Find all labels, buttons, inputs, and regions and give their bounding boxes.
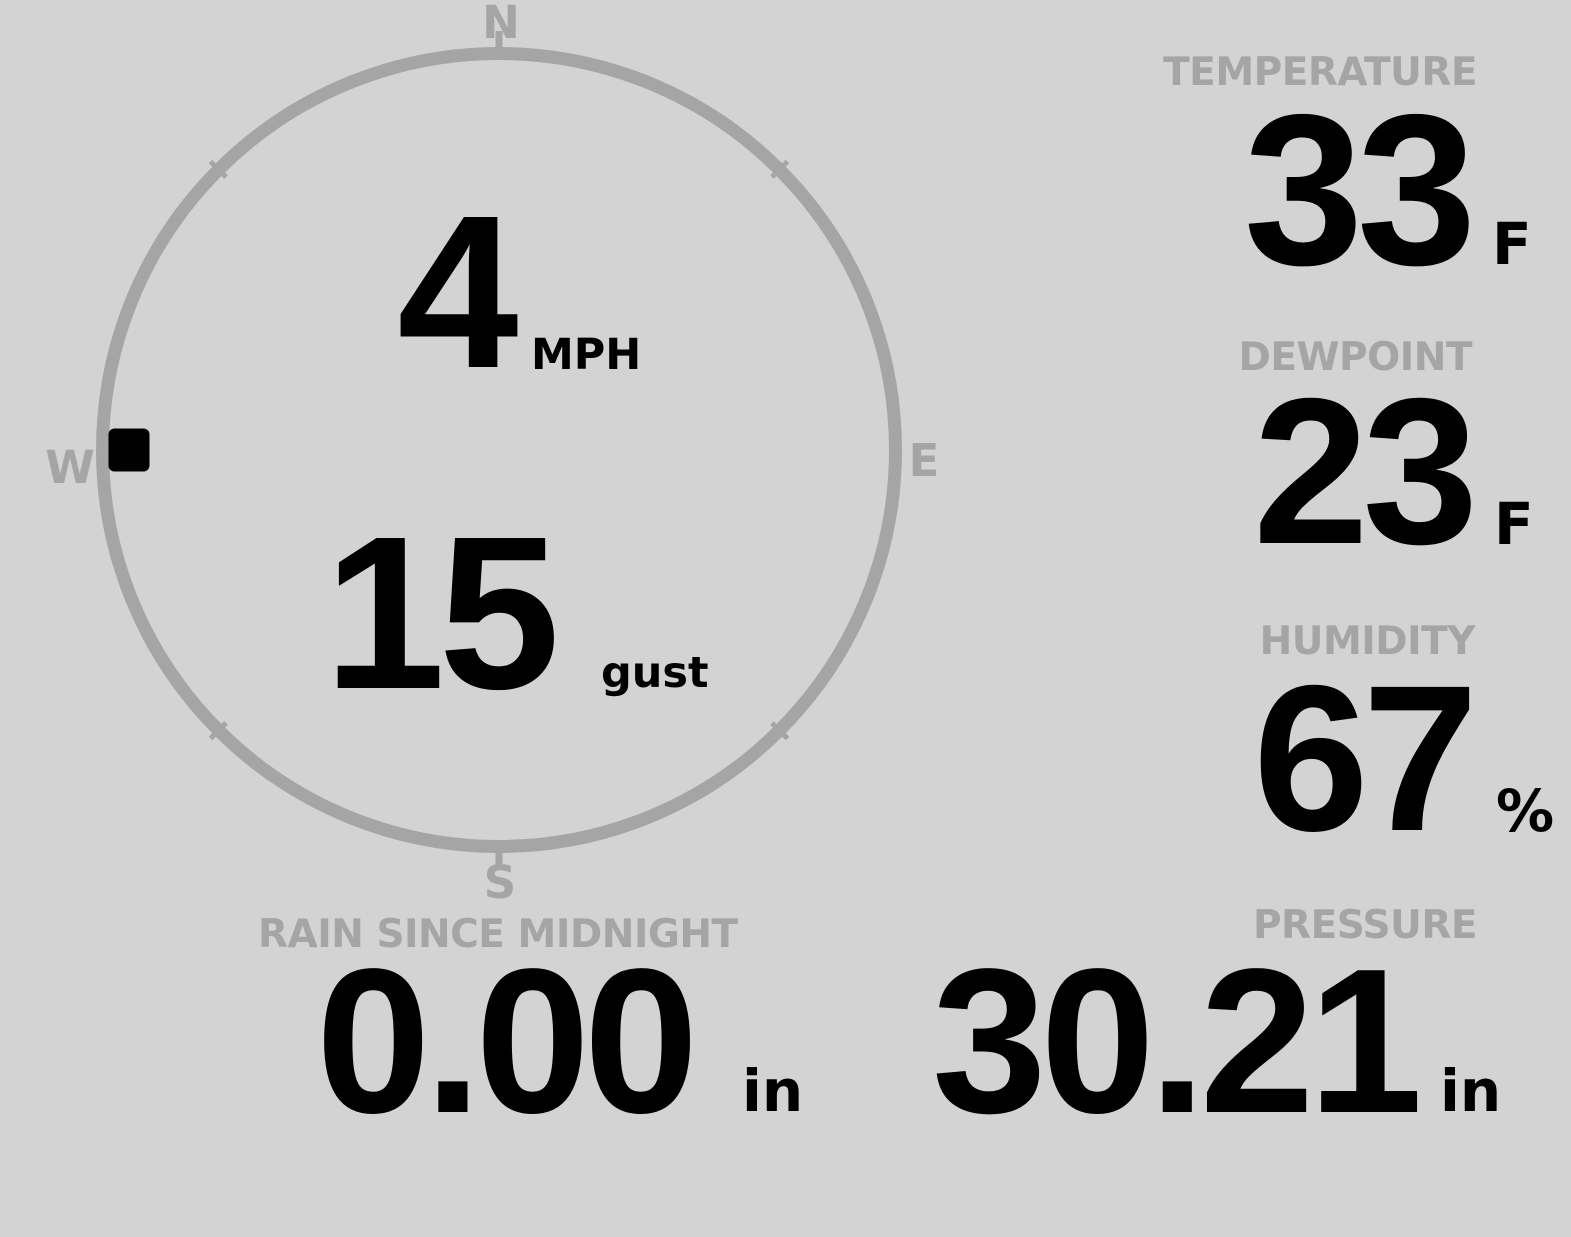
pressure-unit: in — [1440, 1057, 1502, 1125]
compass-ring — [96, 47, 902, 853]
compass-label-south: S — [483, 856, 517, 909]
temperature-unit: F — [1492, 210, 1532, 278]
humidity-unit: % — [1496, 777, 1555, 845]
dewpoint-unit: F — [1494, 490, 1534, 558]
temperature-label: TEMPERATURE — [1163, 50, 1477, 95]
pressure-label: PRESSURE — [1252, 903, 1478, 948]
wind-direction-marker — [108, 428, 150, 472]
dewpoint-value: 23 — [1253, 356, 1478, 588]
pressure-value: 30.21 — [932, 926, 1423, 1156]
rain-since-midnight-unit: in — [742, 1057, 804, 1125]
humidity-value: 67 — [1253, 643, 1478, 875]
wind-gust-unit: gust — [601, 648, 709, 698]
rain-since-midnight-label: RAIN SINCE MIDNIGHT — [258, 912, 738, 957]
compass-label-north: N — [482, 0, 520, 49]
humidity-label: HUMIDITY — [1259, 619, 1476, 664]
compass-ticks — [208, 31, 790, 869]
compass-label-west: W — [45, 441, 95, 494]
wind-speed-value: 4 — [397, 171, 518, 414]
temperature-value: 33 — [1243, 69, 1477, 310]
compass-label-east: E — [908, 434, 940, 487]
wind-speed-unit: MPH — [531, 330, 642, 380]
rain-since-midnight-value: 0.00 — [316, 926, 698, 1156]
dewpoint-label: DEWPOINT — [1238, 335, 1472, 380]
wind-gust-value: 15 — [324, 492, 560, 735]
